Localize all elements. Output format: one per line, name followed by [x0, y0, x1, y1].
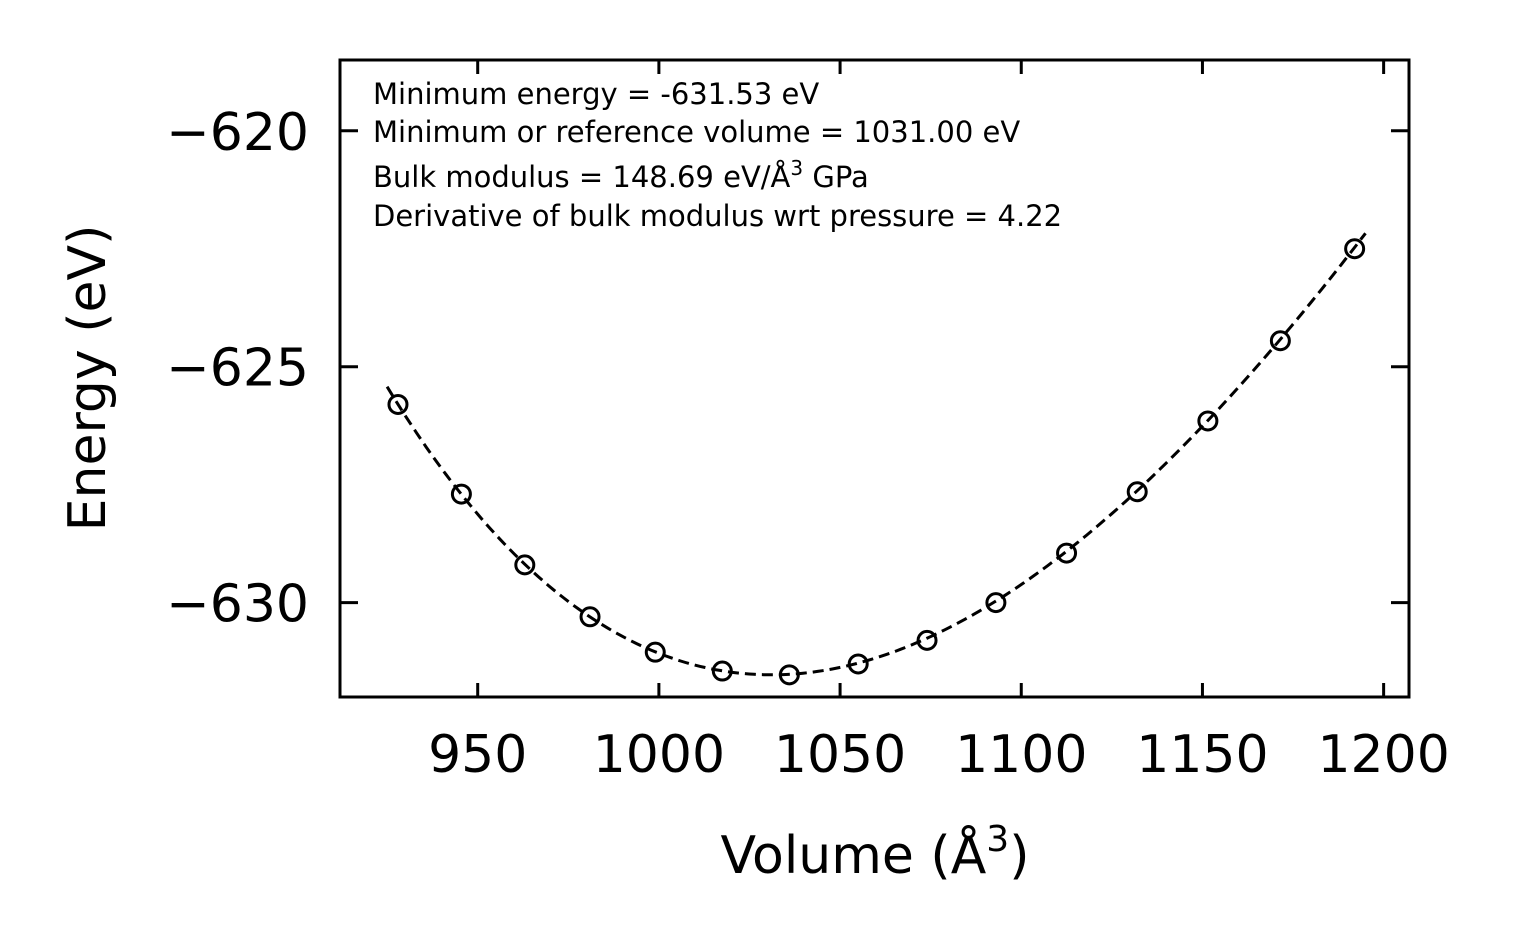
- data-point: [1344, 238, 1366, 260]
- plot-area: [385, 232, 1367, 686]
- x-axis: 950 1000 1050 1100 1150 1200: [428, 60, 1450, 785]
- y-tick-label: −625: [166, 339, 309, 399]
- y-tick-label: −630: [166, 575, 309, 635]
- x-tick-label: 1150: [1136, 725, 1268, 785]
- data-point: [1269, 330, 1291, 352]
- data-point: [711, 660, 733, 682]
- annotation-reference-volume: Minimum or reference volume = 1031.00 eV: [373, 115, 1020, 149]
- data-point: [1197, 410, 1219, 432]
- axes-frame: [338, 58, 1411, 699]
- data-point: [985, 592, 1007, 614]
- x-tick-label: 1100: [955, 725, 1087, 785]
- data-point: [778, 664, 800, 686]
- annotation-bulk-modulus-derivative: Derivative of bulk modulus wrt pressure …: [373, 199, 1062, 233]
- data-point: [644, 641, 666, 663]
- y-tick-label: −620: [166, 103, 309, 163]
- annotation-min-energy: Minimum energy = -631.53 eV: [373, 77, 819, 111]
- data-point: [450, 483, 472, 505]
- fit-curve: [385, 232, 1367, 677]
- x-tick-label: 1050: [774, 725, 906, 785]
- x-axis-title: Volume (Å3): [721, 819, 1030, 886]
- data-point: [387, 393, 409, 415]
- data-point: [579, 606, 601, 628]
- annotation-bulk-modulus: Bulk modulus = 148.69 eV/Å3 GPa: [373, 156, 869, 194]
- data-point: [1056, 542, 1078, 564]
- x-tick-label: 1200: [1317, 725, 1449, 785]
- y-axis: −620 −625 −630: [166, 103, 1409, 635]
- data-point: [916, 629, 938, 651]
- data-point: [1126, 481, 1148, 503]
- x-tick-label: 950: [428, 725, 527, 785]
- y-axis-title: Energy (eV): [58, 225, 118, 532]
- annotation-box: Minimum energy = -631.53 eV Minimum or r…: [373, 77, 1062, 233]
- data-point: [847, 653, 869, 675]
- x-tick-label: 1000: [593, 725, 725, 785]
- data-point: [514, 554, 536, 576]
